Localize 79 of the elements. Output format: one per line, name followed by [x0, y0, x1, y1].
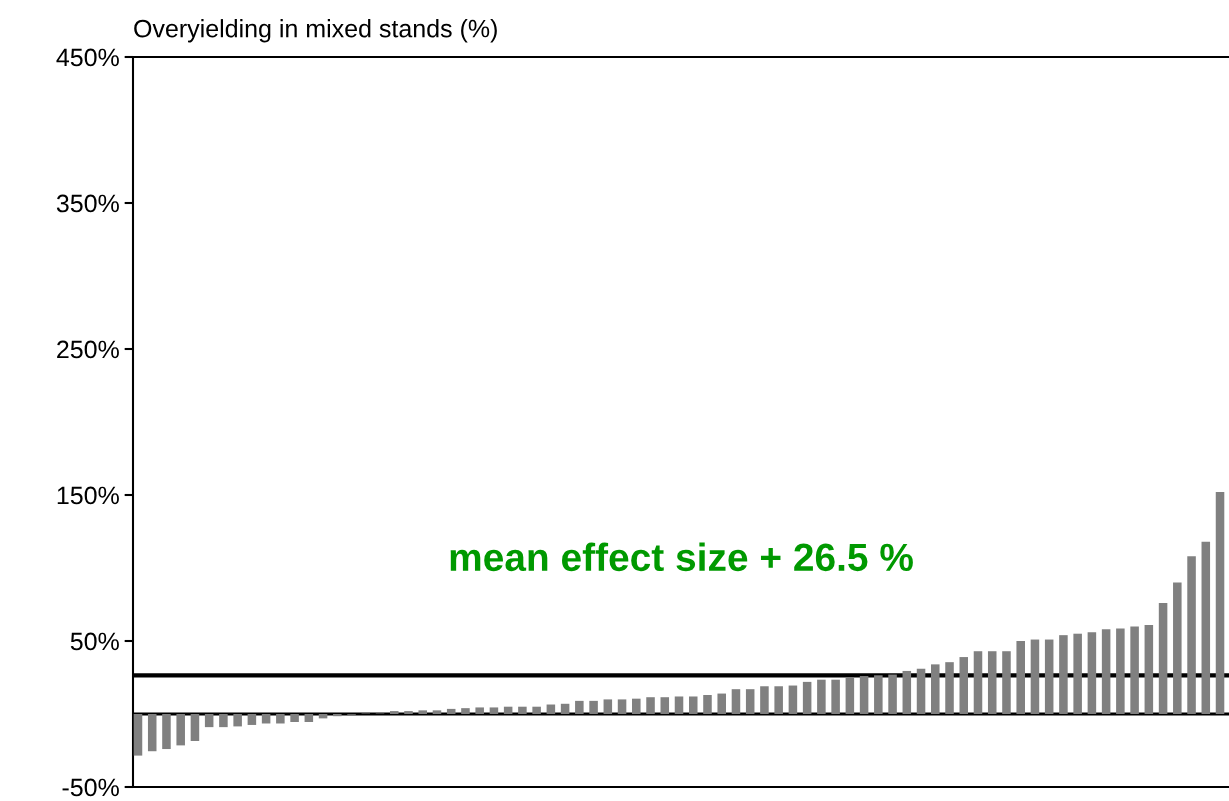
bar [133, 714, 143, 756]
bar [660, 697, 670, 714]
bar [603, 699, 613, 714]
bar [1201, 541, 1211, 714]
bar [432, 710, 442, 714]
bar [788, 685, 798, 714]
bar [1030, 639, 1040, 714]
bar [674, 696, 684, 714]
bar [233, 714, 242, 727]
bar [945, 662, 954, 714]
bar [931, 664, 940, 714]
bar [1173, 582, 1182, 714]
bar [1130, 626, 1139, 714]
bar [1144, 624, 1154, 714]
bar [461, 708, 470, 714]
bar [859, 676, 869, 714]
bar [703, 695, 712, 714]
bar [290, 714, 299, 723]
ref-line-label: mean effect size + 26.5 % [450, 542, 913, 572]
bar [874, 675, 883, 714]
bar [333, 714, 342, 717]
bar [475, 707, 484, 714]
bar [389, 711, 399, 714]
bar [888, 674, 897, 714]
bar [503, 706, 513, 714]
bar [1187, 556, 1196, 714]
bar [1087, 632, 1097, 714]
bar [518, 706, 527, 714]
bar [1016, 641, 1025, 714]
bar [1101, 629, 1111, 714]
y-tick-label: 250% [57, 340, 119, 359]
bar [987, 651, 997, 714]
bar [802, 681, 812, 714]
y-tick-label: -50% [62, 778, 119, 797]
bar [446, 708, 456, 714]
bar [162, 714, 171, 750]
bar [959, 657, 969, 714]
bar [632, 698, 641, 714]
y-tick-label: 350% [56, 194, 119, 213]
bar [717, 693, 726, 714]
bar [646, 697, 655, 714]
bar [418, 710, 427, 714]
bar [1116, 628, 1125, 714]
bar [176, 714, 185, 746]
bar [560, 703, 570, 714]
bar [973, 651, 983, 714]
bar [1044, 639, 1054, 714]
bar [731, 689, 741, 714]
bar [1073, 633, 1082, 714]
y-tick-label: 50% [70, 632, 119, 651]
bar [589, 700, 598, 714]
bar [276, 714, 285, 724]
bar [774, 686, 783, 714]
bar [1158, 603, 1168, 714]
y-axis-title: Overyielding in mixed stands (%) [134, 19, 497, 43]
y-tick-label: 150% [57, 486, 119, 505]
bar [1002, 651, 1011, 714]
bar [688, 696, 698, 714]
bar [831, 679, 840, 714]
bar [489, 707, 499, 714]
bar [760, 686, 769, 714]
y-tick-label: 450% [56, 48, 119, 67]
bar [532, 706, 541, 714]
bar [247, 714, 257, 725]
bar [575, 700, 584, 714]
bar [404, 711, 413, 714]
bar [902, 670, 912, 714]
bar [617, 699, 627, 714]
bar [204, 714, 214, 728]
bar [147, 714, 157, 752]
bar [745, 689, 755, 714]
bar [1215, 492, 1225, 714]
bar [1059, 635, 1068, 714]
bar [219, 714, 228, 728]
bar [845, 677, 855, 714]
bar [817, 679, 826, 714]
bar [916, 668, 926, 714]
bar [304, 714, 314, 723]
bar [190, 714, 200, 742]
